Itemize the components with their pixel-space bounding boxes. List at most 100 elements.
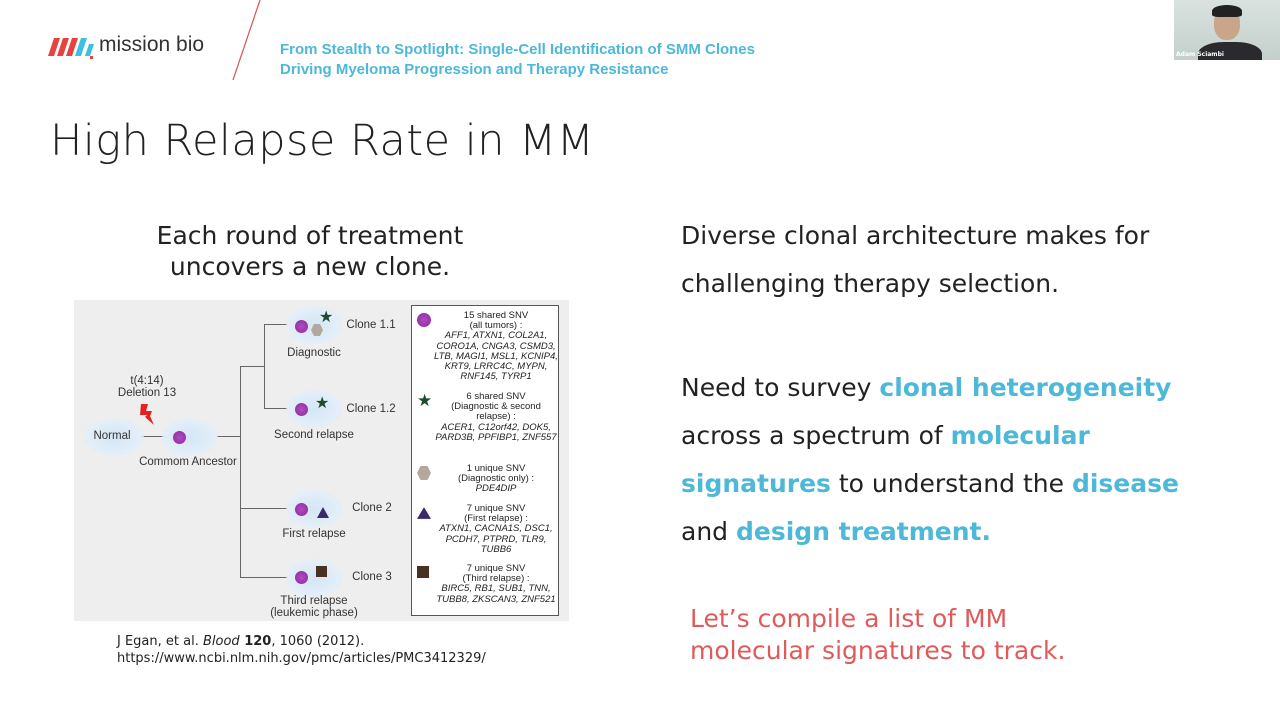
text: to understand the [830, 469, 1072, 498]
citation-pages: , 1060 (2012). [271, 634, 365, 649]
citation: J Egan, et al. Blood 120, 1060 (2012). h… [117, 633, 486, 667]
legend-item: 1 unique SNV (Diagnostic only) : PDE4DIP [412, 463, 560, 495]
participant-name: Adam Sciambi [1176, 51, 1224, 58]
citation-authors: J Egan, et al. [117, 634, 203, 649]
normal-label: Normal [93, 430, 131, 442]
snv-legend: 15 shared SNV (all tumors) : AFF1, ATXN1, … [411, 305, 559, 616]
shared-snv-dot [295, 403, 308, 416]
purple-triangle-icon [417, 507, 431, 519]
shared-snv-dot [295, 320, 308, 333]
legend-item: 7 unique SNV (First relapse) : ATXN1, CACN… [412, 503, 560, 555]
legend-title: 1 unique SNV [466, 463, 526, 474]
highlight-molecular: molecular [950, 421, 1090, 450]
clone-stage: Diagnostic [287, 347, 341, 359]
caption-line: uncovers a new clone. [169, 252, 451, 281]
paragraph-survey: Need to survey clonal heterogeneity acro… [681, 364, 1241, 556]
ancestor-cell [162, 418, 218, 456]
webcam-video-tile[interactable]: Adam Sciambi [1174, 0, 1280, 60]
legend-sub: (Diagnostic only) : [457, 473, 535, 485]
lightning-bolt-icon [140, 404, 154, 425]
hexagon-icon [311, 324, 323, 336]
text-line: Diverse clonal architecture makes for [681, 221, 1150, 250]
text: and [681, 517, 736, 546]
shared-snv-dot [173, 431, 186, 444]
legend-genes: AFF1, ATXN1, COL2A1, CORO1A, CNGA3, CSMD… [434, 330, 558, 383]
shared-snv-dot [295, 503, 308, 516]
presentation-subtitle: From Stealth to Spotlight: Single-Cell I… [280, 40, 755, 80]
tree-line [264, 324, 288, 325]
purple-circle-icon [417, 313, 431, 327]
normal-cell [84, 418, 144, 456]
mutation-line: t(4:14) [130, 375, 164, 387]
legend-title: 7 unique SNV [466, 563, 526, 574]
subtitle-line: From Stealth to Spotlight: Single-Cell I… [280, 41, 755, 58]
text-line: molecular signatures to track. [690, 636, 1066, 665]
person-hair [1212, 5, 1242, 17]
legend-genes: BIRC5, RB1, SUB1, TNN, TUBB8, ZKSCAN3, Z… [436, 583, 556, 605]
left-caption: Each round of treatment uncovers a new c… [100, 220, 520, 282]
clone-name: Clone 1.1 [346, 319, 396, 331]
person-body [1198, 42, 1262, 60]
tree-line [264, 324, 265, 408]
clone-stage: First relapse [282, 528, 346, 540]
highlight-clonal-heterogeneity: clonal heterogeneity [879, 373, 1172, 402]
text-line: Let’s compile a list of MM [690, 604, 1008, 633]
slide-title: High Relapse Rate in MM [50, 116, 595, 166]
legend-title: 6 shared SNV [466, 391, 526, 402]
clone-name: Clone 1.2 [346, 403, 396, 415]
legend-item: ★ 6 shared SNV (Diagnostic & second relap… [412, 391, 560, 443]
shared-snv-dot [295, 571, 308, 584]
legend-genes: PDE4DIP [475, 483, 517, 495]
tree-line [139, 436, 166, 437]
tree-line [240, 508, 288, 509]
divider-line [232, 0, 261, 80]
highlight-signatures: signatures [681, 469, 831, 498]
tree-line [264, 408, 288, 409]
legend-sub: (all tumors) : [469, 320, 523, 332]
text: across a spectrum of [681, 421, 951, 450]
legend-sub: (Third relapse) : [462, 573, 530, 585]
clonal-evolution-figure: Normal Commom Ancestor t(4:14) Deletion … [74, 300, 569, 621]
citation-volume: 120 [239, 634, 272, 649]
mission-bio-logo-icon [48, 38, 94, 59]
call-to-action: Let’s compile a list of MM molecular sig… [690, 603, 1065, 667]
tree-line [240, 577, 288, 578]
legend-sub: (Diagnostic & second relapse) : [451, 401, 541, 423]
text: Need to survey [681, 373, 880, 402]
legend-genes: ATXN1, CACNA1S, DSC1, PCDH7, PTPRD, TLR9… [439, 523, 553, 555]
highlight-disease: disease [1071, 469, 1179, 498]
clone-stage: Third relapse (leukemic phase) [270, 595, 358, 619]
highlight-design-treatment: design treatment. [735, 517, 991, 546]
logo-text: mission bio [99, 33, 205, 56]
star-icon: ★ [315, 395, 330, 412]
legend-item: 7 unique SNV (Third relapse) : BIRC5, RB1,… [412, 563, 560, 605]
ancestor-label: Commom Ancestor [139, 456, 237, 468]
legend-sub: (First relapse) : [464, 513, 528, 525]
subtitle-line: Driving Myeloma Progression and Therapy … [280, 61, 669, 78]
caption-line: Each round of treatment [156, 221, 464, 250]
stage-line: (leukemic phase) [270, 607, 358, 619]
star-icon: ★ [319, 309, 334, 326]
clone-name: Clone 3 [352, 571, 392, 583]
tree-line [240, 366, 241, 577]
legend-genes: ACER1, C12orf42, DOK5, PARD3B, PPFIBP1, … [435, 421, 557, 443]
text-line: challenging therapy selection. [681, 269, 1060, 298]
stage-line: Third relapse [280, 595, 348, 607]
mutation-label: t(4:14) Deletion 13 [118, 375, 176, 399]
legend-title: 15 shared SNV [463, 310, 529, 321]
brown-square-icon [417, 566, 429, 578]
clone-name: Clone 2 [352, 502, 392, 514]
paragraph-architecture: Diverse clonal architecture makes for ch… [681, 212, 1149, 308]
tree-line [240, 366, 264, 367]
gray-hexagon-icon [417, 466, 431, 480]
legend-title: 7 unique SNV [466, 503, 526, 514]
mutation-line: Deletion 13 [117, 387, 177, 399]
legend-item: 15 shared SNV (all tumors) : AFF1, ATXN1, … [412, 310, 560, 383]
citation-url[interactable]: https://www.ncbi.nlm.nih.gov/pmc/article… [117, 651, 486, 666]
green-star-icon: ★ [417, 391, 433, 410]
square-icon [316, 566, 327, 577]
citation-journal: Blood [202, 634, 240, 649]
triangle-icon [317, 507, 329, 518]
tree-line [216, 436, 240, 437]
clone-stage: Second relapse [274, 429, 354, 441]
